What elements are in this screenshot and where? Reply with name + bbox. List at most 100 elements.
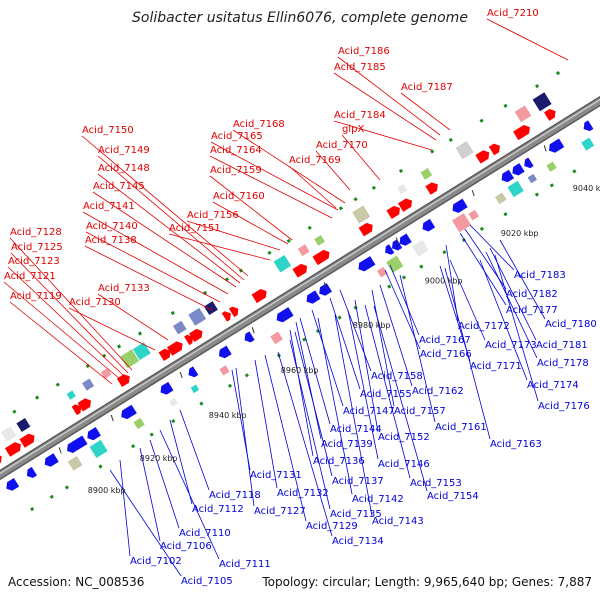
forward-gene-label: Acid_7121: [4, 271, 56, 282]
scale-tick: [543, 145, 547, 152]
genome-summary-text: Topology: circular; Length: 9,965,640 bp…: [261, 575, 592, 589]
reverse-gene-label: Acid_7152: [378, 432, 430, 443]
cog-category-block: [420, 168, 433, 180]
gene-arrow: [26, 466, 37, 478]
gene-arrow: [0, 454, 2, 469]
cog-category-block: [396, 184, 408, 195]
scale-marks: 8900 kbp 8920 kbp 8940 kbp 8960 kbp 8980 kbp…: [58, 145, 600, 495]
reverse-label-leader: [179, 409, 210, 491]
reverse-label-leader: [295, 321, 322, 440]
gene-arrow: [228, 306, 239, 318]
forward-label-leader: [9, 301, 113, 385]
gene-arrow: [524, 157, 534, 169]
forward-label-leader: [10, 252, 129, 374]
cog-category-block: [190, 384, 200, 394]
reverse-gene-label: Acid_7181: [536, 340, 588, 351]
forward-gene-label: Acid_7119: [10, 291, 62, 302]
marker-tick: [419, 264, 424, 269]
marker-tick: [199, 401, 204, 406]
marker-tick: [64, 485, 69, 490]
reverse-label-leader: [329, 297, 361, 390]
cog-category-block: [386, 255, 404, 273]
gene-arrow: [77, 398, 91, 412]
forward-gene-label: Acid_7186: [338, 46, 390, 57]
cog-category-block: [451, 213, 472, 233]
reverse-gene-label: Acid_7161: [435, 422, 487, 433]
reverse-gene-label: Acid_7183: [514, 270, 566, 281]
reverse-label-leader: [399, 274, 436, 423]
reverse-label-leader: [479, 259, 528, 381]
cog-category-block: [132, 342, 151, 361]
forward-label-leader: [337, 56, 441, 136]
reverse-gene-label: Acid_7153: [410, 478, 462, 489]
reverse-gene-label: Acid_7146: [378, 459, 430, 470]
marker-tick: [387, 284, 392, 289]
gene-arrow: [221, 311, 231, 322]
gene-arrow: [166, 341, 183, 356]
cog-category-block: [546, 161, 557, 172]
marker-tick: [534, 192, 539, 197]
cog-category-block: [376, 266, 388, 278]
cog-category-block: [66, 390, 76, 400]
marker-tick: [448, 137, 453, 142]
marker-tick: [503, 103, 508, 108]
forward-gene-label: Acid_7150: [82, 125, 134, 136]
forward-label-leader: [97, 155, 245, 281]
reverse-label-leader: [449, 259, 486, 341]
scale-tick: [471, 189, 475, 197]
reverse-label-leader: [264, 354, 307, 522]
gene-arrow: [475, 150, 490, 164]
marker-tick: [149, 432, 154, 437]
marker-tick: [442, 250, 447, 255]
reverse-label-leader: [469, 224, 515, 271]
marker-tick: [371, 185, 376, 190]
map-title: Solibacter usitatus Ellin6076, complete …: [132, 10, 468, 26]
reverse-gene-label: Acid_7182: [506, 289, 558, 300]
cog-category-block: [352, 205, 371, 224]
reverse-label-leader: [277, 351, 333, 537]
marker-tick: [479, 226, 484, 231]
reverse-category-track: [67, 137, 595, 471]
forward-gene-label: Acid_7130: [69, 297, 121, 308]
gene-arrow: [251, 289, 267, 304]
marker-tick: [137, 331, 143, 336]
reverse-gene-label: Acid_7142: [352, 494, 404, 505]
marker-tick: [35, 395, 40, 400]
gene-arrow: [44, 453, 59, 467]
forward-gene-label: Acid_7168: [233, 119, 285, 130]
forward-gene-label: Acid_7133: [98, 283, 150, 294]
cog-category-block: [514, 105, 532, 123]
gene-arrow: [158, 348, 171, 361]
reverse-gene-label: Acid_7102: [130, 556, 182, 567]
reverse-gene-label: Acid_7139: [321, 439, 373, 450]
forward-label-leader: [85, 231, 221, 303]
marker-tick: [307, 225, 312, 230]
cog-category-block: [581, 137, 595, 151]
reverse-label-leader: [289, 329, 314, 457]
forward-gene-label: Acid_7123: [8, 256, 60, 267]
gene-arrow: [452, 198, 468, 213]
marker-tick: [302, 337, 307, 342]
marker-tick: [12, 409, 17, 414]
gene-arrow: [188, 366, 199, 378]
cog-category-block: [169, 397, 178, 407]
forward-label-leader: [81, 135, 249, 277]
forward-label-leader: [68, 307, 156, 351]
forward-label-leader: [9, 237, 133, 371]
forward-label-leader: [333, 72, 437, 141]
forward-label-leader: [186, 220, 281, 251]
gene-arrow: [87, 427, 101, 441]
gene-arrow: [397, 198, 412, 212]
reverse-label-leader: [334, 314, 373, 517]
forward-label-leader: [400, 92, 451, 131]
cog-category-block: [100, 368, 112, 379]
cog-category-block: [188, 307, 207, 326]
forward-gene-label: Acid_7140: [86, 221, 138, 232]
reverse-gene-label: Acid_7135: [330, 509, 382, 520]
reverse-label-leader: [499, 239, 546, 320]
reverse-gene-label: Acid_7144: [330, 424, 382, 435]
gene-arrow: [121, 404, 137, 420]
forward-label-leader: [210, 141, 339, 211]
reverse-label-leader: [389, 264, 420, 336]
